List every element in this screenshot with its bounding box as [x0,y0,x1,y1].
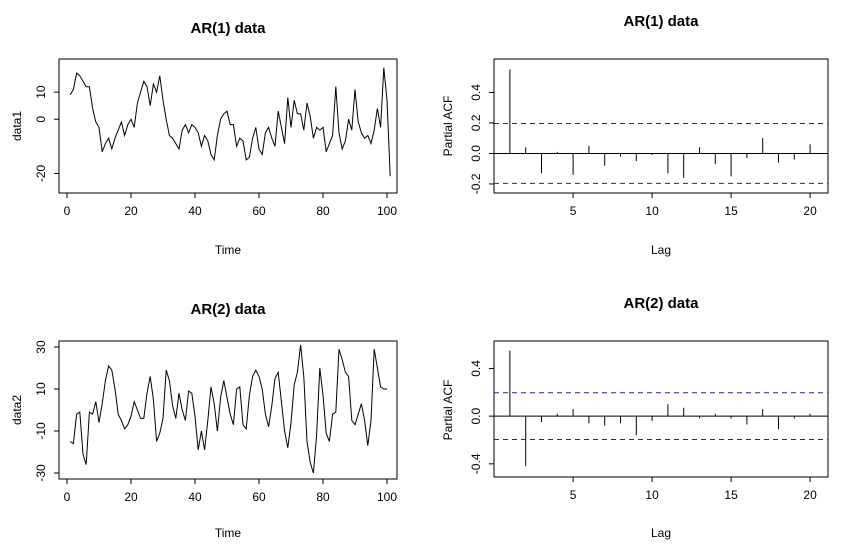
y-axis-label: Partial ACF [441,96,455,157]
x-tick-label: 0 [64,204,71,218]
y-axis-label: data2 [10,395,24,425]
y-tick-label: 0.0 [469,145,483,162]
y-tick-label: -0.2 [469,173,483,194]
x-tick-label: 40 [188,490,202,504]
y-tick-label: 10 [34,85,48,99]
x-tick-label: 60 [252,490,266,504]
plot-frame [493,340,829,478]
plot-frame [493,58,829,194]
x-axis-label: Lag [651,526,671,540]
x-tick-label: 20 [124,204,138,218]
y-tick-label: 0.4 [469,360,483,377]
y-tick-label: 0.0 [469,407,483,424]
plot-frame [58,58,398,194]
chart-title: AR(1) data [623,13,699,30]
x-tick-label: 15 [724,204,738,218]
y-tick-label: -30 [34,464,48,482]
x-tick-label: 100 [377,490,397,504]
x-tick-label: 40 [188,204,202,218]
x-tick-label: 20 [124,490,138,504]
x-axis-label: Time [215,243,242,257]
series-line [69,67,391,177]
x-tick-label: 10 [645,204,659,218]
x-tick-label: 60 [252,204,266,218]
y-axis-label: data1 [10,111,24,141]
x-tick-label: 100 [377,204,397,218]
x-tick-label: 80 [316,490,330,504]
y-axis-label: Partial ACF [441,380,455,441]
x-tick-label: 20 [803,204,817,218]
chart-title: AR(2) data [190,301,266,318]
y-tick-label: -20 [34,164,48,182]
y-tick-label: 0.2 [469,114,483,131]
y-tick-label: 10 [34,382,48,396]
plot-frame [58,340,398,480]
y-tick-label: 0 [34,116,48,123]
x-tick-label: 5 [570,488,577,502]
x-axis-label: Lag [651,243,671,257]
x-tick-label: 80 [316,204,330,218]
x-tick-label: 10 [645,488,659,502]
chart-title: AR(2) data [623,295,699,312]
series-line [69,344,387,474]
y-tick-label: -10 [34,422,48,440]
x-tick-label: 15 [724,488,738,502]
x-axis-label: Time [215,526,242,540]
x-tick-label: 20 [803,488,817,502]
chart-title: AR(1) data [190,20,266,37]
x-tick-label: 5 [570,204,577,218]
x-tick-label: 0 [64,490,71,504]
y-tick-label: -0.4 [469,453,483,474]
y-tick-label: 0.4 [469,84,483,101]
y-tick-label: 30 [34,340,48,354]
